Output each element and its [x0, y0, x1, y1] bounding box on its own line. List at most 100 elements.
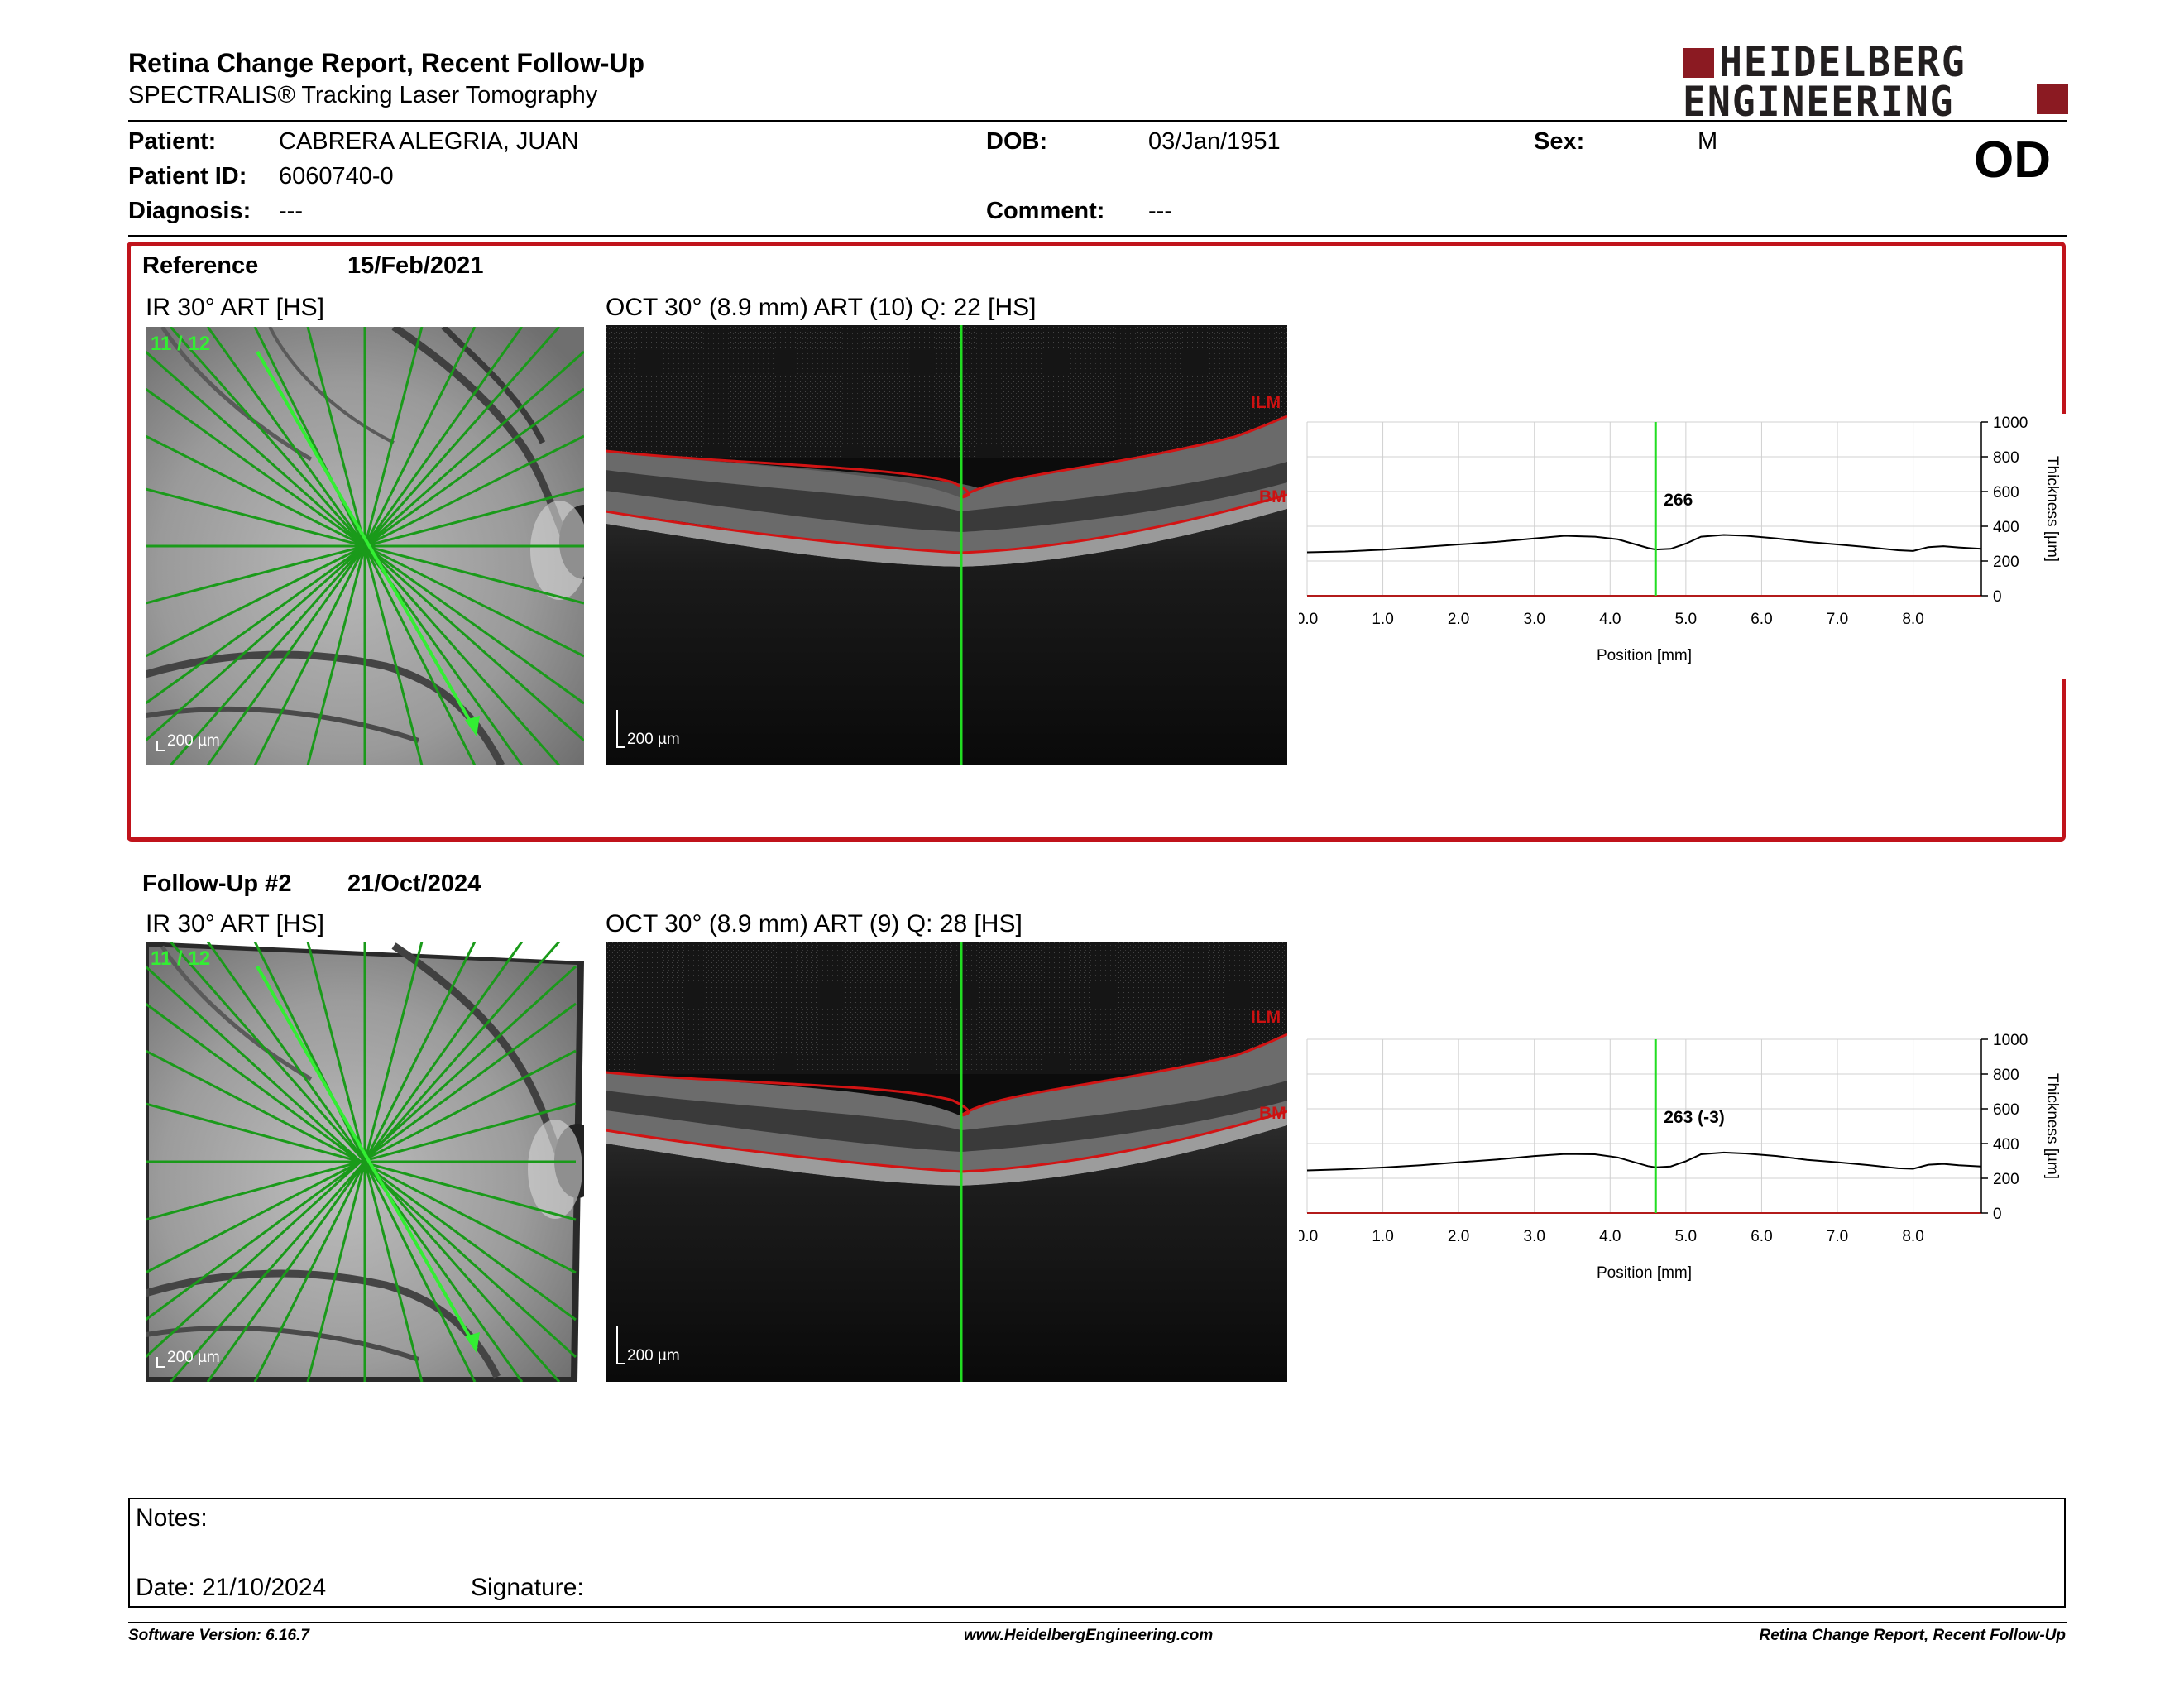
reference-oct-svg: ILM BM 200 µm: [605, 325, 1288, 765]
followup-date: 21/Oct/2024: [347, 870, 481, 897]
followup-ir-caption: IR 30° ART [HS]: [146, 910, 324, 938]
x-tick-label: 4.0: [1599, 1228, 1621, 1245]
reference-ir-image[interactable]: 11 / 12 200 µm: [144, 324, 609, 768]
followup-bm-label: BM: [1259, 1104, 1286, 1123]
y-tick-label: 1000: [1993, 1032, 2028, 1049]
reference-scan-arrow-icon: [465, 716, 480, 736]
y-axis-label: Thickness [µm]: [2043, 1073, 2061, 1179]
logo-square-icon: [1683, 48, 1714, 78]
sex-value: M: [1698, 128, 1718, 155]
x-tick-label: 1.0: [1372, 1228, 1393, 1245]
followup-oct-caption: OCT 30° (8.9 mm) ART (9) Q: 28 [HS]: [606, 910, 1023, 938]
x-tick-label: 8.0: [1902, 1228, 1923, 1245]
followup-oct-scale: 200 µm: [627, 1347, 680, 1364]
followup-radial-scan-lines: [144, 941, 577, 1383]
y-tick-label: 200: [1993, 554, 2019, 571]
reference-thickness-chart: 0 200 400 600 800 1000 0.0 1.0 2.0 3.0 4.0 5.0 6.0 7.…: [1299, 414, 2076, 679]
reference-ir-caption: IR 30° ART [HS]: [146, 294, 324, 321]
x-tick-label: 5.0: [1675, 1228, 1697, 1245]
x-tick-label: 7.0: [1827, 1228, 1848, 1245]
reference-radial-scan-lines: [145, 326, 585, 766]
x-tick-label: 0.0: [1299, 611, 1318, 628]
dob-value: 03/Jan/1951: [1148, 128, 1281, 155]
y-tick-label: 600: [1993, 484, 2019, 501]
reference-label: Reference: [142, 252, 259, 279]
followup-fundus-svg: 11 / 12 200 µm: [144, 941, 601, 1383]
notes-date: Date: 21/10/2024: [136, 1574, 327, 1601]
reference-active-scan-line: [256, 351, 478, 733]
patient-id-label: Patient ID:: [128, 163, 247, 189]
followup-ir-image[interactable]: 11 / 12 200 µm: [144, 941, 601, 1383]
report-title: Retina Change Report, Recent Follow-Up: [128, 48, 645, 78]
header-divider: [128, 120, 2067, 122]
patient-id-value: 6060740-0: [279, 163, 394, 189]
heidelberg-logo: HEIDELBERG ENGINEERING: [1683, 41, 2068, 122]
y-tick-label: 200: [1993, 1171, 2019, 1188]
x-tick-label: 6.0: [1751, 611, 1772, 628]
diagnosis-label: Diagnosis:: [128, 198, 251, 224]
report-subtitle: SPECTRALIS® Tracking Laser Tomography: [128, 82, 598, 108]
reference-bm-label: BM: [1259, 487, 1286, 506]
y-tick-label: 400: [1993, 519, 2019, 536]
followup-label: Follow-Up #2: [142, 870, 292, 897]
logo-square-icon-2: [2037, 84, 2068, 114]
x-tick-label: 1.0: [1372, 611, 1393, 628]
cursor-value-label: 266: [1664, 491, 1693, 510]
y-tick-label: 400: [1993, 1136, 2019, 1153]
followup-oct-scale-icon: [616, 1326, 625, 1364]
followup-active-scan-line: [256, 966, 478, 1350]
comment-value: ---: [1148, 198, 1172, 224]
x-tick-label: 6.0: [1751, 1228, 1772, 1245]
x-axis-label: Position [mm]: [1597, 1264, 1692, 1282]
footer-software-version: Software Version: 6.16.7: [128, 1627, 309, 1644]
y-tick-label: 800: [1993, 449, 2019, 467]
y-axis-label: Thickness [µm]: [2043, 456, 2061, 562]
x-tick-label: 8.0: [1902, 611, 1923, 628]
y-tick-label: 800: [1993, 1067, 2019, 1084]
y-tick-label: 600: [1993, 1101, 2019, 1119]
footer-divider: [128, 1622, 2067, 1623]
thickness-series-line: [1306, 1151, 1982, 1172]
x-tick-label: 2.0: [1448, 611, 1469, 628]
patient-name: CABRERA ALEGRIA, JUAN: [279, 128, 579, 155]
x-tick-label: 3.0: [1524, 611, 1545, 628]
y-tick-label: 1000: [1993, 415, 2028, 432]
reference-ir-scale: 200 µm: [167, 732, 220, 750]
patient-divider: [128, 235, 2067, 237]
cursor-value-label: 263 (-3): [1664, 1108, 1725, 1127]
followup-scan-index: 11 / 12: [151, 947, 210, 970]
eye-laterality: OD: [1974, 132, 2051, 189]
diagnosis-value: ---: [279, 198, 303, 224]
x-tick-label: 3.0: [1524, 1228, 1545, 1245]
sex-label: Sex:: [1534, 128, 1585, 155]
logo-line-2: ENGINEERING: [1683, 78, 1955, 126]
followup-ilm-label: ILM: [1251, 1008, 1281, 1027]
reference-ir-scale-icon: [156, 741, 165, 751]
reference-scan-index: 11 / 12: [151, 333, 210, 355]
reference-ilm-label: ILM: [1251, 393, 1281, 412]
followup-thickness-chart: 0 200 400 600 800 1000 0.0 1.0 2.0 3.0 4.0 5.0 6.0 7.…: [1299, 1031, 2076, 1296]
notes-label: Notes:: [136, 1504, 208, 1532]
x-tick-label: 4.0: [1599, 611, 1621, 628]
followup-scan-arrow-icon: [465, 1332, 480, 1353]
footer-website[interactable]: www.HeidelbergEngineering.com: [964, 1627, 1214, 1644]
y-tick-label: 0: [1993, 1206, 2002, 1223]
patient-label: Patient:: [128, 128, 217, 155]
comment-label: Comment:: [986, 198, 1105, 224]
followup-oct-image[interactable]: ILM BM 200 µm: [605, 942, 1288, 1382]
y-tick-label: 0: [1993, 588, 2002, 606]
x-tick-label: 2.0: [1448, 1228, 1469, 1245]
x-tick-label: 7.0: [1827, 611, 1848, 628]
logo-line-1: HEIDELBERG: [1719, 38, 1966, 86]
x-tick-label: 5.0: [1675, 611, 1697, 628]
reference-oct-image[interactable]: ILM BM 200 µm: [605, 325, 1288, 765]
notes-box[interactable]: [128, 1498, 2066, 1608]
x-tick-label: 0.0: [1299, 1228, 1318, 1245]
dob-label: DOB:: [986, 128, 1048, 155]
reference-fundus-svg: 11 / 12 200 µm: [144, 324, 609, 768]
thickness-series-line: [1306, 534, 1982, 554]
footer-report-name: Retina Change Report, Recent Follow-Up: [1759, 1627, 2066, 1644]
signature-label: Signature:: [471, 1574, 584, 1601]
followup-ir-scale-icon: [156, 1357, 165, 1368]
followup-oct-svg: ILM BM 200 µm: [605, 942, 1288, 1382]
